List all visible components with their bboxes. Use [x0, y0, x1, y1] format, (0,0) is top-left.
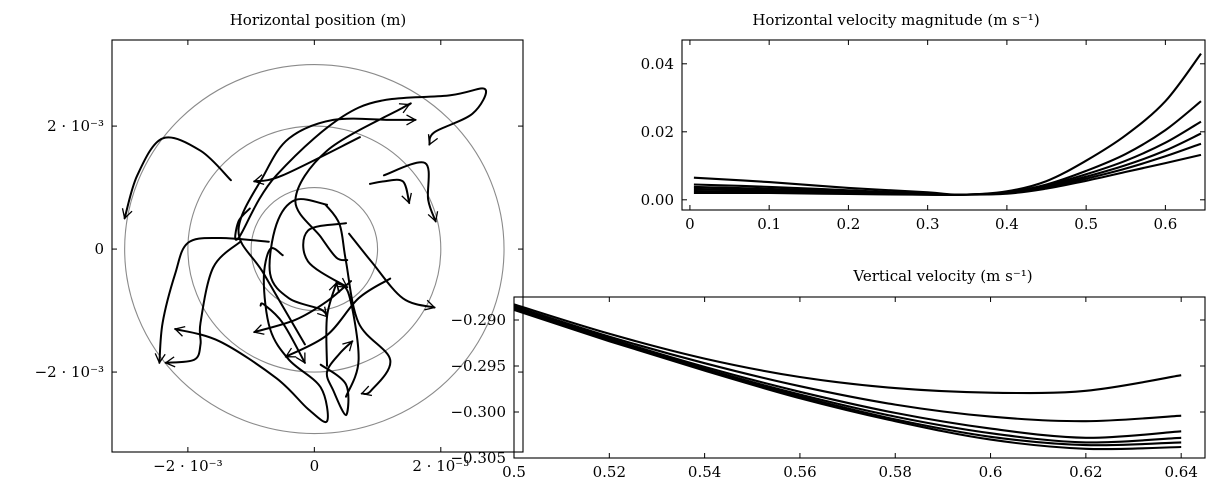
hvel-series-line — [693, 132, 1202, 196]
hvel-xtick-label: 0.6 — [1153, 215, 1177, 233]
hvel-xtick-label: 0.2 — [836, 215, 860, 233]
vvel-xtick-label: 0.58 — [879, 463, 912, 481]
vvel-xtick-label: 0.54 — [688, 463, 721, 481]
position-panel: Horizontal position (m) −2 · 10⁻³ 0 2 · 10… — [35, 11, 524, 475]
position-xtick-label: 0 — [310, 457, 320, 475]
vvel-series-line — [513, 305, 1182, 423]
hvel-xtick-label: 0.4 — [995, 215, 1019, 233]
hvel-series-line — [693, 120, 1202, 196]
vvel-xtick-label: 0.62 — [1069, 463, 1102, 481]
vvel-ytick-label: −0.290 — [450, 311, 506, 329]
vvel-ytick-label: −0.300 — [450, 403, 506, 421]
vvel-series-line — [513, 307, 1182, 444]
vvel-xtick-label: 0.64 — [1164, 463, 1197, 481]
vvel-panel: Vertical velocity (m s⁻¹) 0.5 0.52 0.54 0.5… — [450, 267, 1206, 481]
position-ytick-label: −2 · 10⁻³ — [35, 363, 104, 381]
trajectory-line — [325, 281, 340, 367]
vvel-series-line — [513, 308, 1182, 451]
vvel-xtick-label: 0.5 — [502, 463, 526, 481]
hvel-ticks: 0 0.1 0.2 0.3 0.4 0.5 0.6 0.04 0.02 0.00 — [641, 40, 1205, 233]
trajectory-line — [173, 247, 329, 424]
hvel-series-line — [693, 153, 1202, 196]
trajectory-line — [234, 87, 487, 241]
trajectory-line — [259, 302, 306, 364]
hvel-xtick-label: 0.5 — [1074, 215, 1098, 233]
vvel-ytick-label: −0.305 — [450, 449, 506, 467]
hvel-ytick-label: 0.00 — [641, 191, 674, 209]
hvel-xtick-label: 0.1 — [757, 215, 781, 233]
vvel-series-line — [513, 303, 1182, 395]
position-ytick-label: 2 · 10⁻³ — [47, 117, 104, 135]
hvel-ytick-label: 0.02 — [641, 123, 674, 141]
trajectory-line — [284, 277, 392, 358]
vvel-xtick-label: 0.56 — [783, 463, 816, 481]
vvel-series-line — [513, 306, 1182, 439]
trajectory-line — [121, 136, 232, 220]
position-xtick-label: 2 · 10⁻³ — [412, 457, 469, 475]
hvel-frame — [681, 39, 1206, 211]
hvel-title: Horizontal velocity magnitude (m s⁻¹) — [752, 11, 1039, 29]
vvel-xtick-label: 0.6 — [979, 463, 1003, 481]
trajectory-line — [335, 281, 360, 398]
vvel-ticks: 0.5 0.52 0.54 0.56 0.58 0.6 0.62 0.64 −0.290 −0.2… — [450, 297, 1205, 481]
reference-circle — [124, 64, 505, 435]
trajectory-line — [319, 340, 354, 417]
vvel-series-line — [513, 308, 1182, 447]
trajectory-line — [268, 198, 328, 318]
vvel-lines — [513, 303, 1182, 451]
trajectory-line — [324, 203, 392, 397]
reference-circle — [187, 125, 442, 373]
position-ticks: −2 · 10⁻³ 0 2 · 10⁻³ 2 · 10⁻³ 0 −2 · 10⁻³ — [35, 40, 523, 475]
position-frame — [111, 39, 524, 453]
hvel-series-line — [693, 52, 1202, 196]
trajectory-line — [302, 222, 349, 289]
trajectory-line — [237, 114, 417, 346]
trajectory-line — [294, 102, 412, 262]
vvel-frame — [513, 296, 1206, 459]
position-trajectories — [121, 87, 487, 424]
vvel-xtick-label: 0.52 — [593, 463, 626, 481]
vvel-ytick-label: −0.295 — [450, 357, 506, 375]
trajectory-line — [382, 161, 439, 223]
trajectory-line — [369, 178, 412, 205]
position-circles — [124, 64, 505, 435]
vvel-title: Vertical velocity (m s⁻¹) — [852, 267, 1032, 285]
hvel-xtick-label: 0.3 — [916, 215, 940, 233]
hvel-lines — [693, 52, 1202, 196]
position-xtick-label: −2 · 10⁻³ — [153, 457, 222, 475]
trajectory-line — [154, 236, 270, 365]
hvel-ytick-label: 0.04 — [641, 55, 674, 73]
position-title: Horizontal position (m) — [230, 11, 407, 29]
trajectory-line — [164, 240, 242, 368]
hvel-xtick-label: 0 — [685, 215, 695, 233]
position-ytick-label: 0 — [94, 240, 104, 258]
hvel-series-line — [693, 100, 1202, 196]
